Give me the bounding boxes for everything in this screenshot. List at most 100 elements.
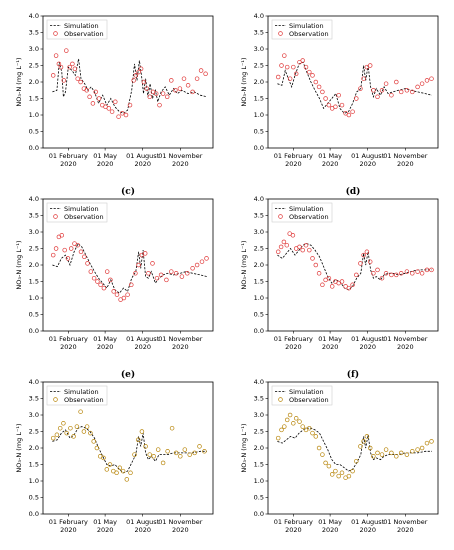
y-tick-label: 3.0 [254,411,264,419]
y-tick-label: 0.0 [254,327,264,335]
data-point-observation [160,91,166,96]
x-tick-label: 2020 [134,526,151,534]
y-tick-label: 3.5 [254,212,264,220]
data-point-observation [336,92,341,98]
data-point-observation [293,71,299,77]
legend-label-observation: Observation [64,396,104,404]
x-tick-label: 01 November [383,152,427,160]
data-point-observation [313,262,319,268]
data-point-observation [84,424,90,429]
x-tick-label: 2020 [60,526,77,534]
data-point-observation [169,425,175,431]
data-point-observation [70,61,75,67]
data-point-observation [120,111,125,116]
data-point-observation [136,262,141,268]
panel-label: (c) [121,186,135,197]
data-point-observation [379,452,385,457]
data-point-observation [320,89,325,95]
y-tick-label: 3.5 [29,212,39,220]
chart-panel-1: 0.00.51.01.52.02.53.03.54.001 February20… [240,12,439,197]
data-point-observation [113,99,118,105]
data-point-observation [50,73,56,78]
y-tick-label: 0.5 [254,311,264,319]
data-point-observation [107,462,113,467]
data-point-observation [326,275,332,281]
data-point-observation [346,473,352,479]
data-point-observation [354,96,359,101]
y-axis-label: NO₃-N (mg L⁻¹) [240,240,248,289]
y-tick-label: 4.0 [254,378,264,386]
x-tick-label: 2020 [397,526,414,534]
data-point-observation [108,277,113,283]
data-point-observation [398,450,404,456]
y-tick-label: 2.0 [29,78,39,86]
data-point-observation [364,434,370,439]
data-point-observation [194,262,200,268]
data-point-observation [358,86,363,91]
data-point-observation [56,61,62,67]
data-point-observation [361,439,366,444]
legend-box [46,19,108,40]
data-point-observation [398,271,404,276]
data-point-observation [154,275,160,281]
data-point-observation [424,78,430,83]
data-point-observation [313,79,319,85]
x-tick-label: 01 February [49,335,88,343]
y-tick-label: 2.5 [29,62,39,70]
data-point-observation [129,282,134,288]
data-point-observation [282,53,287,58]
x-tick-label: 2020 [60,343,77,351]
data-point-observation [197,444,202,449]
data-point-observation [291,64,296,70]
data-point-observation [379,275,385,281]
data-point-observation [78,79,83,85]
data-point-observation [104,269,110,274]
y-tick-label: 3.0 [29,411,39,419]
y-tick-label: 4.0 [254,195,264,203]
y-tick-label: 4.0 [254,12,264,20]
data-point-observation [54,432,60,438]
legend-box [46,385,108,406]
data-point-observation [177,86,183,91]
data-point-observation [316,271,322,276]
data-point-observation [165,449,170,454]
y-tick-label: 1.5 [254,461,264,469]
y-tick-label: 3.5 [254,395,264,403]
data-point-observation [198,68,204,73]
data-point-observation [94,445,100,451]
data-point-observation [95,279,100,284]
series-line-simulation [277,61,432,114]
legend-label-simulation: Simulation [289,205,324,213]
y-tick-label: 0.5 [29,311,39,319]
x-tick-label: 2020 [359,343,376,351]
legend-swatch-observation [53,214,58,219]
y-tick-label: 2.5 [254,428,264,436]
data-point-observation [138,66,144,72]
data-point-observation [364,249,370,255]
legend-swatch-observation [53,397,58,402]
data-point-observation [404,88,410,93]
y-tick-label: 2.0 [29,261,39,269]
data-point-observation [320,282,325,288]
data-point-observation [147,452,152,457]
legend-label-simulation: Simulation [289,388,324,396]
data-point-observation [61,421,66,426]
data-point-observation [204,256,209,261]
data-point-observation [169,269,174,274]
y-tick-label: 0.0 [29,510,39,518]
data-point-observation [88,430,93,436]
legend-box [46,202,108,223]
x-tick-label: 01 August [351,518,385,526]
y-tick-label: 2.5 [254,245,264,253]
data-point-observation [121,295,127,301]
y-tick-label: 3.0 [29,45,39,53]
panel-label: (d) [346,186,361,197]
data-point-observation [415,84,420,90]
legend-swatch-observation [278,397,283,402]
data-point-observation [62,247,67,253]
data-point-observation [307,247,312,253]
legend-swatch-observation [53,31,58,36]
x-tick-label: 01 February [274,152,313,160]
x-tick-label: 01 February [49,152,88,160]
data-point-observation [358,444,363,449]
